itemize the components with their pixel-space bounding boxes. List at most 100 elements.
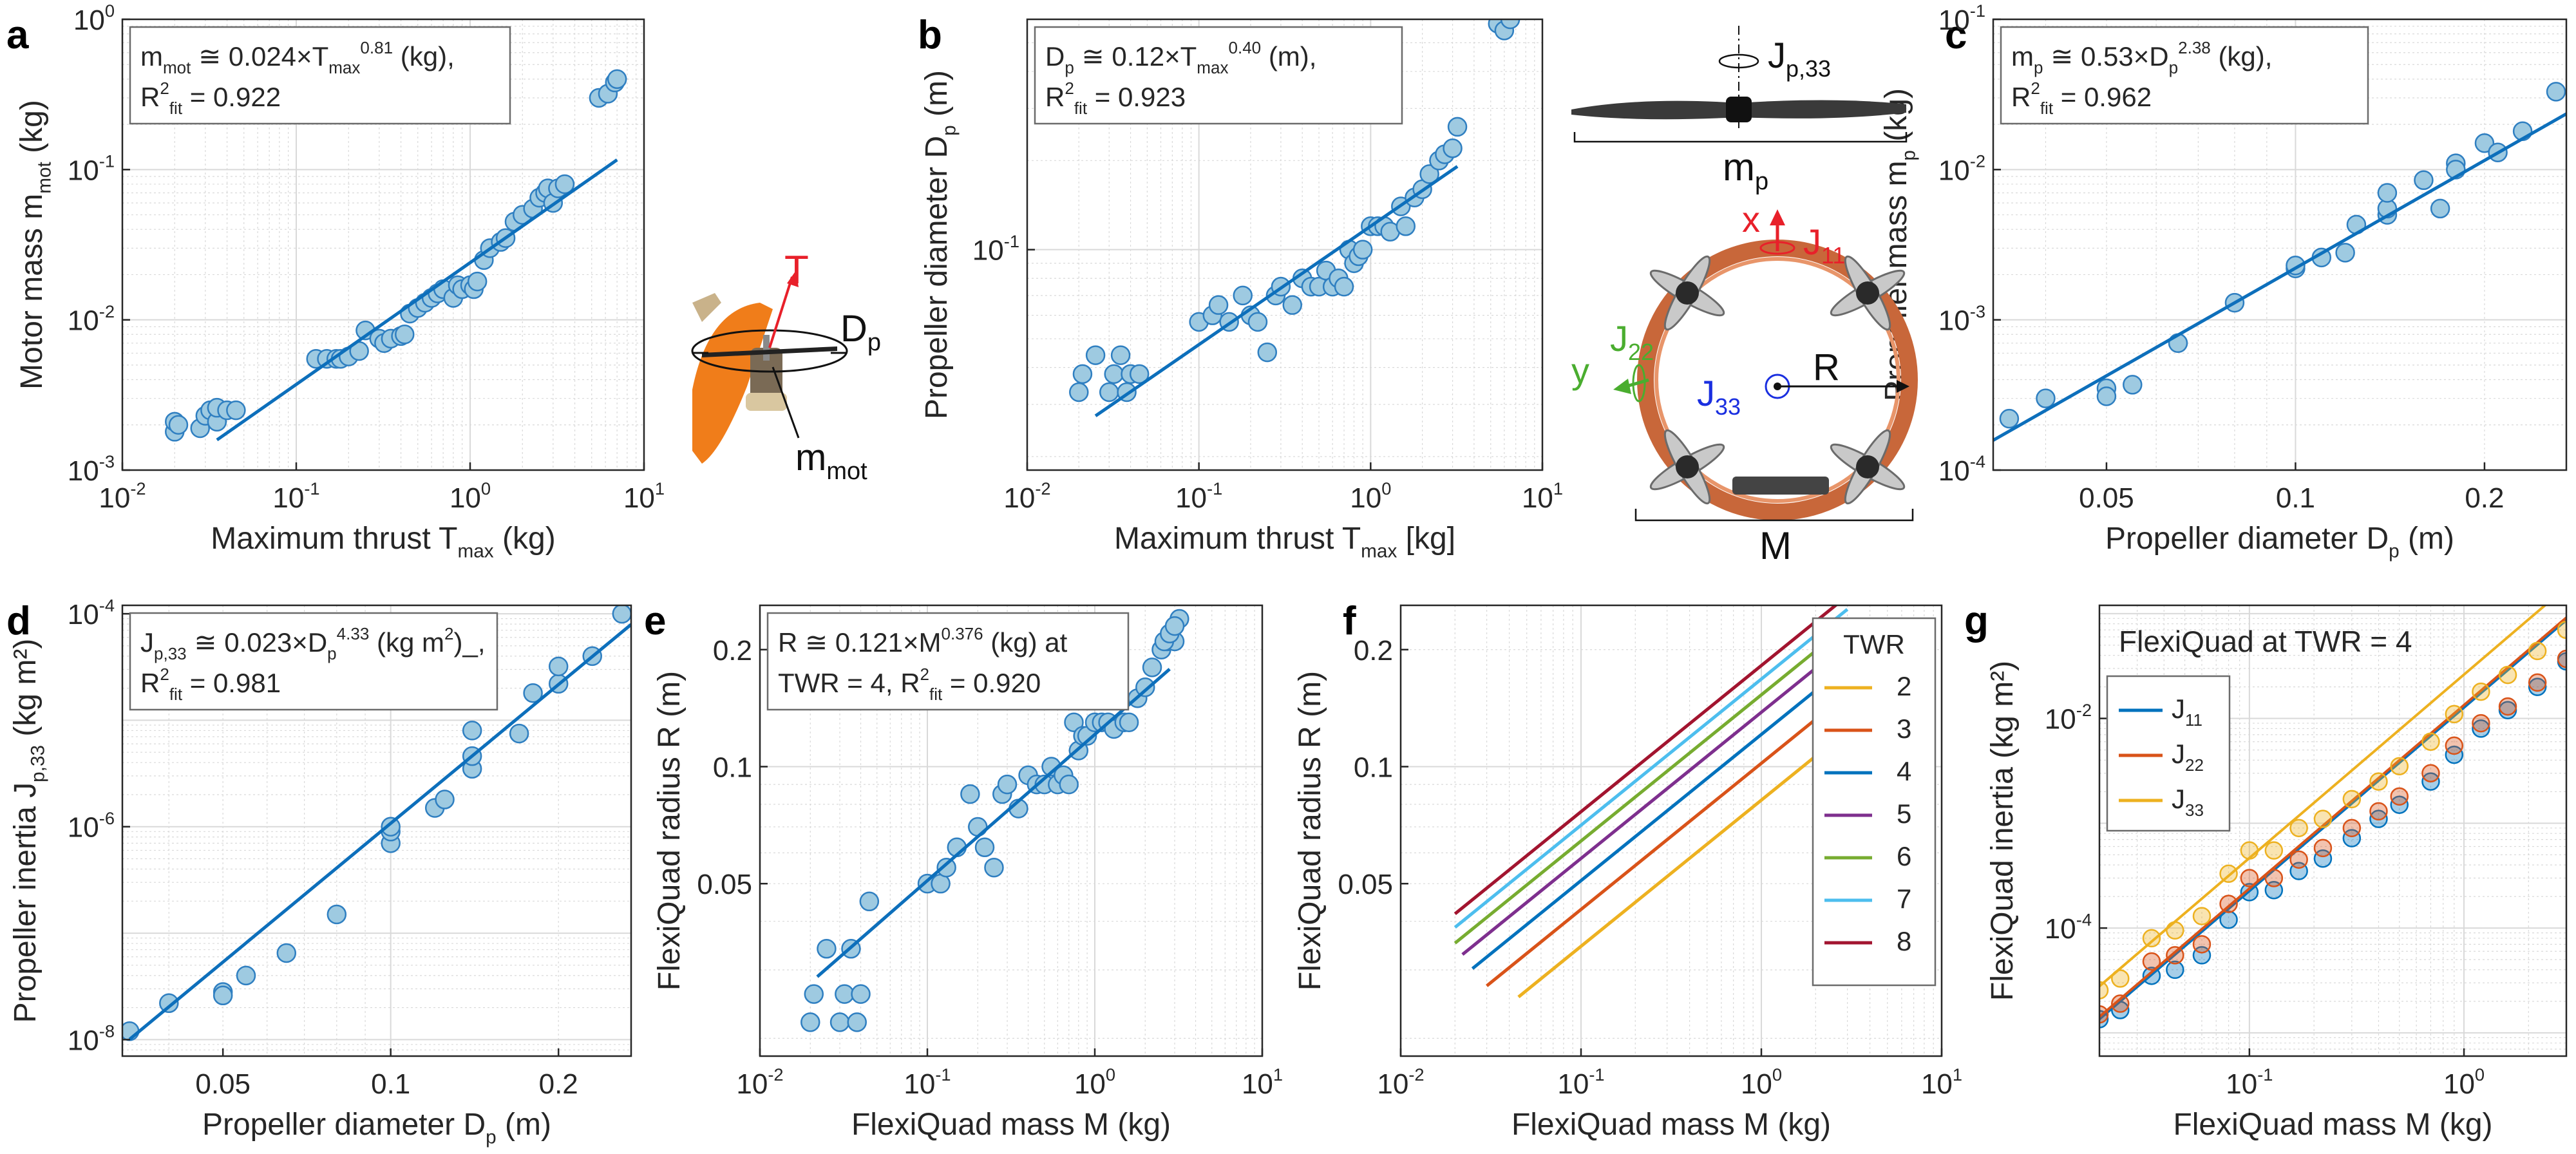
y-axis-label: y [1571,350,1589,391]
x-tick-label: 10-2 [1377,1064,1424,1100]
data-point [2192,935,2211,954]
data-point [2142,929,2161,948]
rotor-disc-ellipse [691,329,848,373]
data-point [2240,883,2259,902]
plot-marks [165,69,627,442]
plot-marks [1993,82,2566,442]
data-point [2342,818,2362,838]
data-point [1443,138,1463,158]
data-point [847,1012,867,1032]
x-tick-label: 10-1 [1175,478,1222,514]
x-tick-label: 10-1 [272,478,319,514]
fit-r-squared: R2fit = 0.923 [1045,79,1186,118]
y-tick-label: 10-3 [1938,301,1985,337]
data-point [2240,869,2259,887]
propeller-photo: Jp,33 mp [1571,26,1908,195]
data-point [1233,285,1253,306]
motor-frame-arm-dark [692,293,721,322]
y-tick-label: 0.2 [713,635,752,667]
x-axis-label: Propeller diameter Dp (m) [2105,522,2454,562]
data-point [2390,787,2409,806]
panel-label: c [1945,13,1967,57]
fit-r-squared: R2fit = 0.962 [2011,79,2152,118]
y-tick-label: 10-3 [68,451,115,487]
data-point [168,415,189,435]
series-line-twr-6 [1454,623,1849,945]
data-point [1104,364,1124,384]
legend-label: J22 [2172,739,2204,775]
j22-label: J22 [1610,318,1654,365]
axes-frame [2098,604,2568,1057]
data-point [2472,682,2490,701]
data-point [2166,946,2184,965]
data-point [835,984,855,1004]
thrust-label: T [784,248,809,292]
data-point [859,891,880,912]
data-point [2240,841,2259,860]
x-tick-label: 0.1 [371,1068,410,1100]
panel-label: f [1343,599,1356,643]
x-tick-label: 101 [1522,478,1563,514]
legend-label: 4 [1897,756,1911,786]
data-point [523,683,543,703]
data-point [2421,764,2440,782]
annotation-box [1034,26,1403,125]
x-tick-label: 100 [1074,1064,1115,1100]
data-point [960,784,980,804]
data-point [2498,697,2517,716]
data-point [2445,705,2464,724]
legend-label: 8 [1897,926,1911,956]
chart-title: FlexiQuad at TWR = 4 [2119,625,2412,658]
data-point [1352,240,1373,260]
data-point [2166,921,2184,940]
propeller-blade-left [1571,100,1739,120]
propeller-blade [702,346,837,357]
y-axis-arrow-head [1613,379,1631,394]
data-point [1059,774,1079,795]
y-tick-label: 10-2 [68,301,115,337]
data-point [851,984,871,1004]
data-point [2036,388,2056,408]
data-point [2111,969,2130,988]
motor-shaft [763,335,770,361]
data-point [2377,183,2398,203]
fit-r-squared: TWR = 4, R2fit = 0.920 [778,665,1041,704]
fit-equation: mmot ≅ 0.024×Tmax0.81 (kg), [140,38,455,77]
legend-label: 5 [1897,799,1911,829]
data-point [435,790,455,809]
x-tick-label: 10-1 [1557,1064,1604,1100]
fit-line [1094,165,1459,417]
data-point [2192,907,2211,925]
chart-panel-d: d 0.05 0.1 0.2 10-8 10-6 10-4 Propeller diamete… [6,595,632,1148]
panel-label: e [644,599,666,643]
y-tick-label: 0.05 [1338,869,1393,900]
y-tick-label: 0.1 [713,752,752,783]
j11-label: J11 [1803,222,1845,269]
series-line-twr-3 [1486,692,1849,987]
x-tick-label: 0.2 [539,1068,578,1100]
x-axis-label: FlexiQuad mass M (kg) [1511,1108,1831,1142]
fit-line [1993,112,2566,442]
data-point [2528,677,2547,696]
y-tick-label: 0.05 [697,869,752,900]
j33-label: J33 [1697,373,1741,420]
y-axis-label: Propeller inertia Jp,33 (kg m²) [8,639,48,1023]
data-point [2123,375,2143,395]
y-axis-label: Motor mass mmot (kg) [15,100,55,390]
frame-mass-bracket [1634,509,1914,522]
data-point [2342,790,2362,809]
y-axis-label: FlexiQuad inertia (kg m²) [1985,661,2020,1001]
plot-marks [1454,605,1849,999]
y-tick-label: 10-4 [1938,451,1985,487]
plot-marks [800,609,1189,1032]
data-point [226,400,246,421]
panel-label: b [918,13,942,57]
plot-marks [2099,605,2566,1028]
data-point [2313,809,2333,828]
axes-frame [1992,18,2568,471]
data-point [2557,620,2566,639]
annotation-box [129,26,511,125]
legend-label: 2 [1897,671,1911,701]
data-point [2219,911,2238,929]
fit-line [216,158,618,442]
